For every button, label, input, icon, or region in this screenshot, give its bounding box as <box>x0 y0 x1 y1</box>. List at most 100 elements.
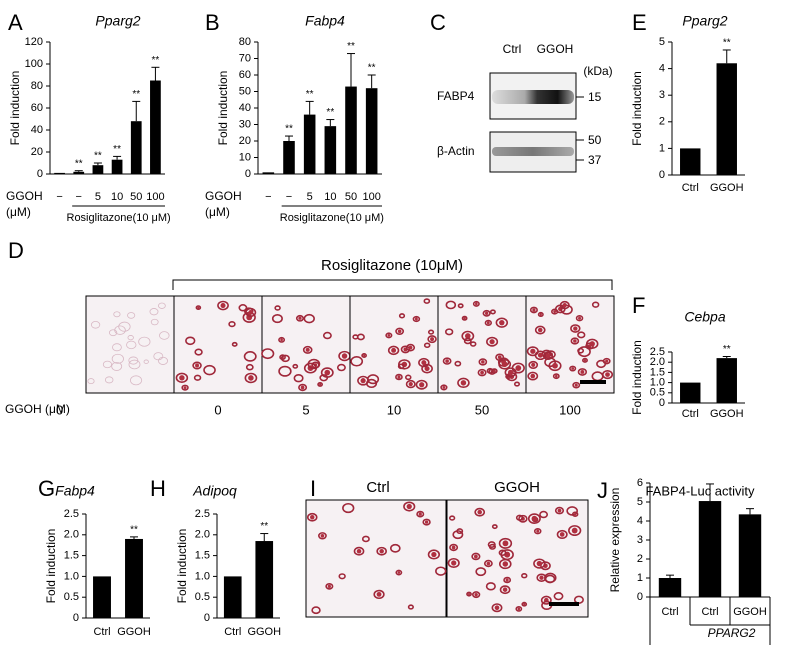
lipid <box>578 316 582 320</box>
significance: ** <box>347 41 355 52</box>
cell <box>498 558 512 570</box>
cell <box>478 358 488 366</box>
y-tick-label: 60 <box>239 69 251 81</box>
cell <box>412 315 421 323</box>
cell <box>527 371 539 381</box>
lipid <box>195 363 200 368</box>
lipid <box>531 515 538 522</box>
bar <box>345 86 357 174</box>
lipid <box>465 333 471 339</box>
lipid <box>431 551 437 558</box>
y-tick-label: 40 <box>239 102 251 114</box>
chart-title: Cebpa <box>684 309 725 325</box>
lipid <box>197 306 200 309</box>
panel-d: D Rosiglitazone (10μM) GGOH (μM) 0 0 5 10 50… <box>5 238 615 417</box>
lipid <box>605 372 610 377</box>
cell <box>466 591 472 597</box>
y-tick-label: 2 <box>659 116 665 128</box>
significance: ** <box>723 344 731 355</box>
cell <box>542 351 554 361</box>
x-tick-label: 50 <box>345 191 357 203</box>
significance: ** <box>132 89 140 100</box>
lipid <box>532 308 536 312</box>
lipid <box>505 578 509 582</box>
lipid <box>571 367 575 370</box>
cell <box>513 381 521 387</box>
lipid <box>583 359 587 362</box>
cell <box>577 331 586 339</box>
treatment-label: Rosiglitazone (10μM) <box>321 257 463 274</box>
x-tick-label: 50 <box>130 191 142 203</box>
cell <box>498 537 513 549</box>
lipid <box>537 352 543 358</box>
y-tick-label: 100 <box>25 58 43 70</box>
cell <box>292 363 299 369</box>
bar <box>125 538 143 618</box>
lipid <box>589 341 595 347</box>
lipid <box>530 373 536 379</box>
cell <box>405 379 416 389</box>
lane-label: GGOH <box>537 42 574 56</box>
lipid <box>379 548 384 554</box>
lipid <box>360 378 366 384</box>
y-tick-label: 1.0 <box>195 570 210 582</box>
cell <box>463 337 472 345</box>
bar-chart: G Fabp4 Fold induction 0 0.5 1.0 1.5 2.0 2.5 Ctrl… <box>38 476 151 638</box>
y-tick-label: 120 <box>25 36 43 48</box>
x-tick-label: Ctrl <box>93 626 110 638</box>
lipid <box>248 375 254 381</box>
cell <box>461 330 475 342</box>
cell <box>150 318 159 326</box>
lipid <box>341 353 348 359</box>
lipid <box>179 375 185 381</box>
panel-letter: H <box>150 476 166 501</box>
lipid <box>557 508 562 513</box>
lipid <box>220 303 226 309</box>
lipid <box>484 311 489 315</box>
y-tick-label: 20 <box>31 146 43 158</box>
significance: ** <box>130 525 138 536</box>
cell <box>485 582 496 591</box>
cell <box>554 506 565 515</box>
y-tick-label: 2.0 <box>195 529 210 541</box>
cell <box>159 331 170 340</box>
cell <box>175 372 189 383</box>
cell <box>585 338 599 350</box>
cell <box>342 502 355 514</box>
cell <box>130 375 143 386</box>
cell <box>570 324 581 333</box>
lipid <box>552 362 558 369</box>
significance: ** <box>152 55 160 66</box>
cell <box>306 512 318 522</box>
cell <box>527 513 541 524</box>
cell <box>427 329 435 335</box>
cell <box>421 363 433 374</box>
bar <box>324 126 337 174</box>
lipid <box>494 605 500 611</box>
cell <box>548 360 562 372</box>
cell <box>498 358 512 370</box>
cell <box>569 365 577 372</box>
micrograph <box>261 295 351 394</box>
lipid <box>474 592 478 597</box>
marker-label: 37 <box>588 153 602 167</box>
lipid <box>467 593 471 596</box>
panel-letter: I <box>310 476 316 501</box>
cell <box>423 298 431 304</box>
cell <box>422 518 431 526</box>
cell <box>350 356 364 367</box>
y-tick-label: 0 <box>659 169 665 181</box>
lipid <box>430 337 435 342</box>
cell <box>534 350 547 361</box>
lipid <box>515 365 522 371</box>
bar <box>698 501 722 597</box>
lipid <box>327 584 331 588</box>
lipid <box>499 319 505 326</box>
cell <box>503 576 512 584</box>
group-label: Rosiglitazone(10 μM) <box>280 212 384 224</box>
marker-label: 15 <box>588 90 602 104</box>
bar <box>54 172 65 174</box>
x-axis-label: (μM) <box>205 205 230 219</box>
cell <box>572 381 581 389</box>
y-axis-label: Fold induction <box>44 529 58 604</box>
